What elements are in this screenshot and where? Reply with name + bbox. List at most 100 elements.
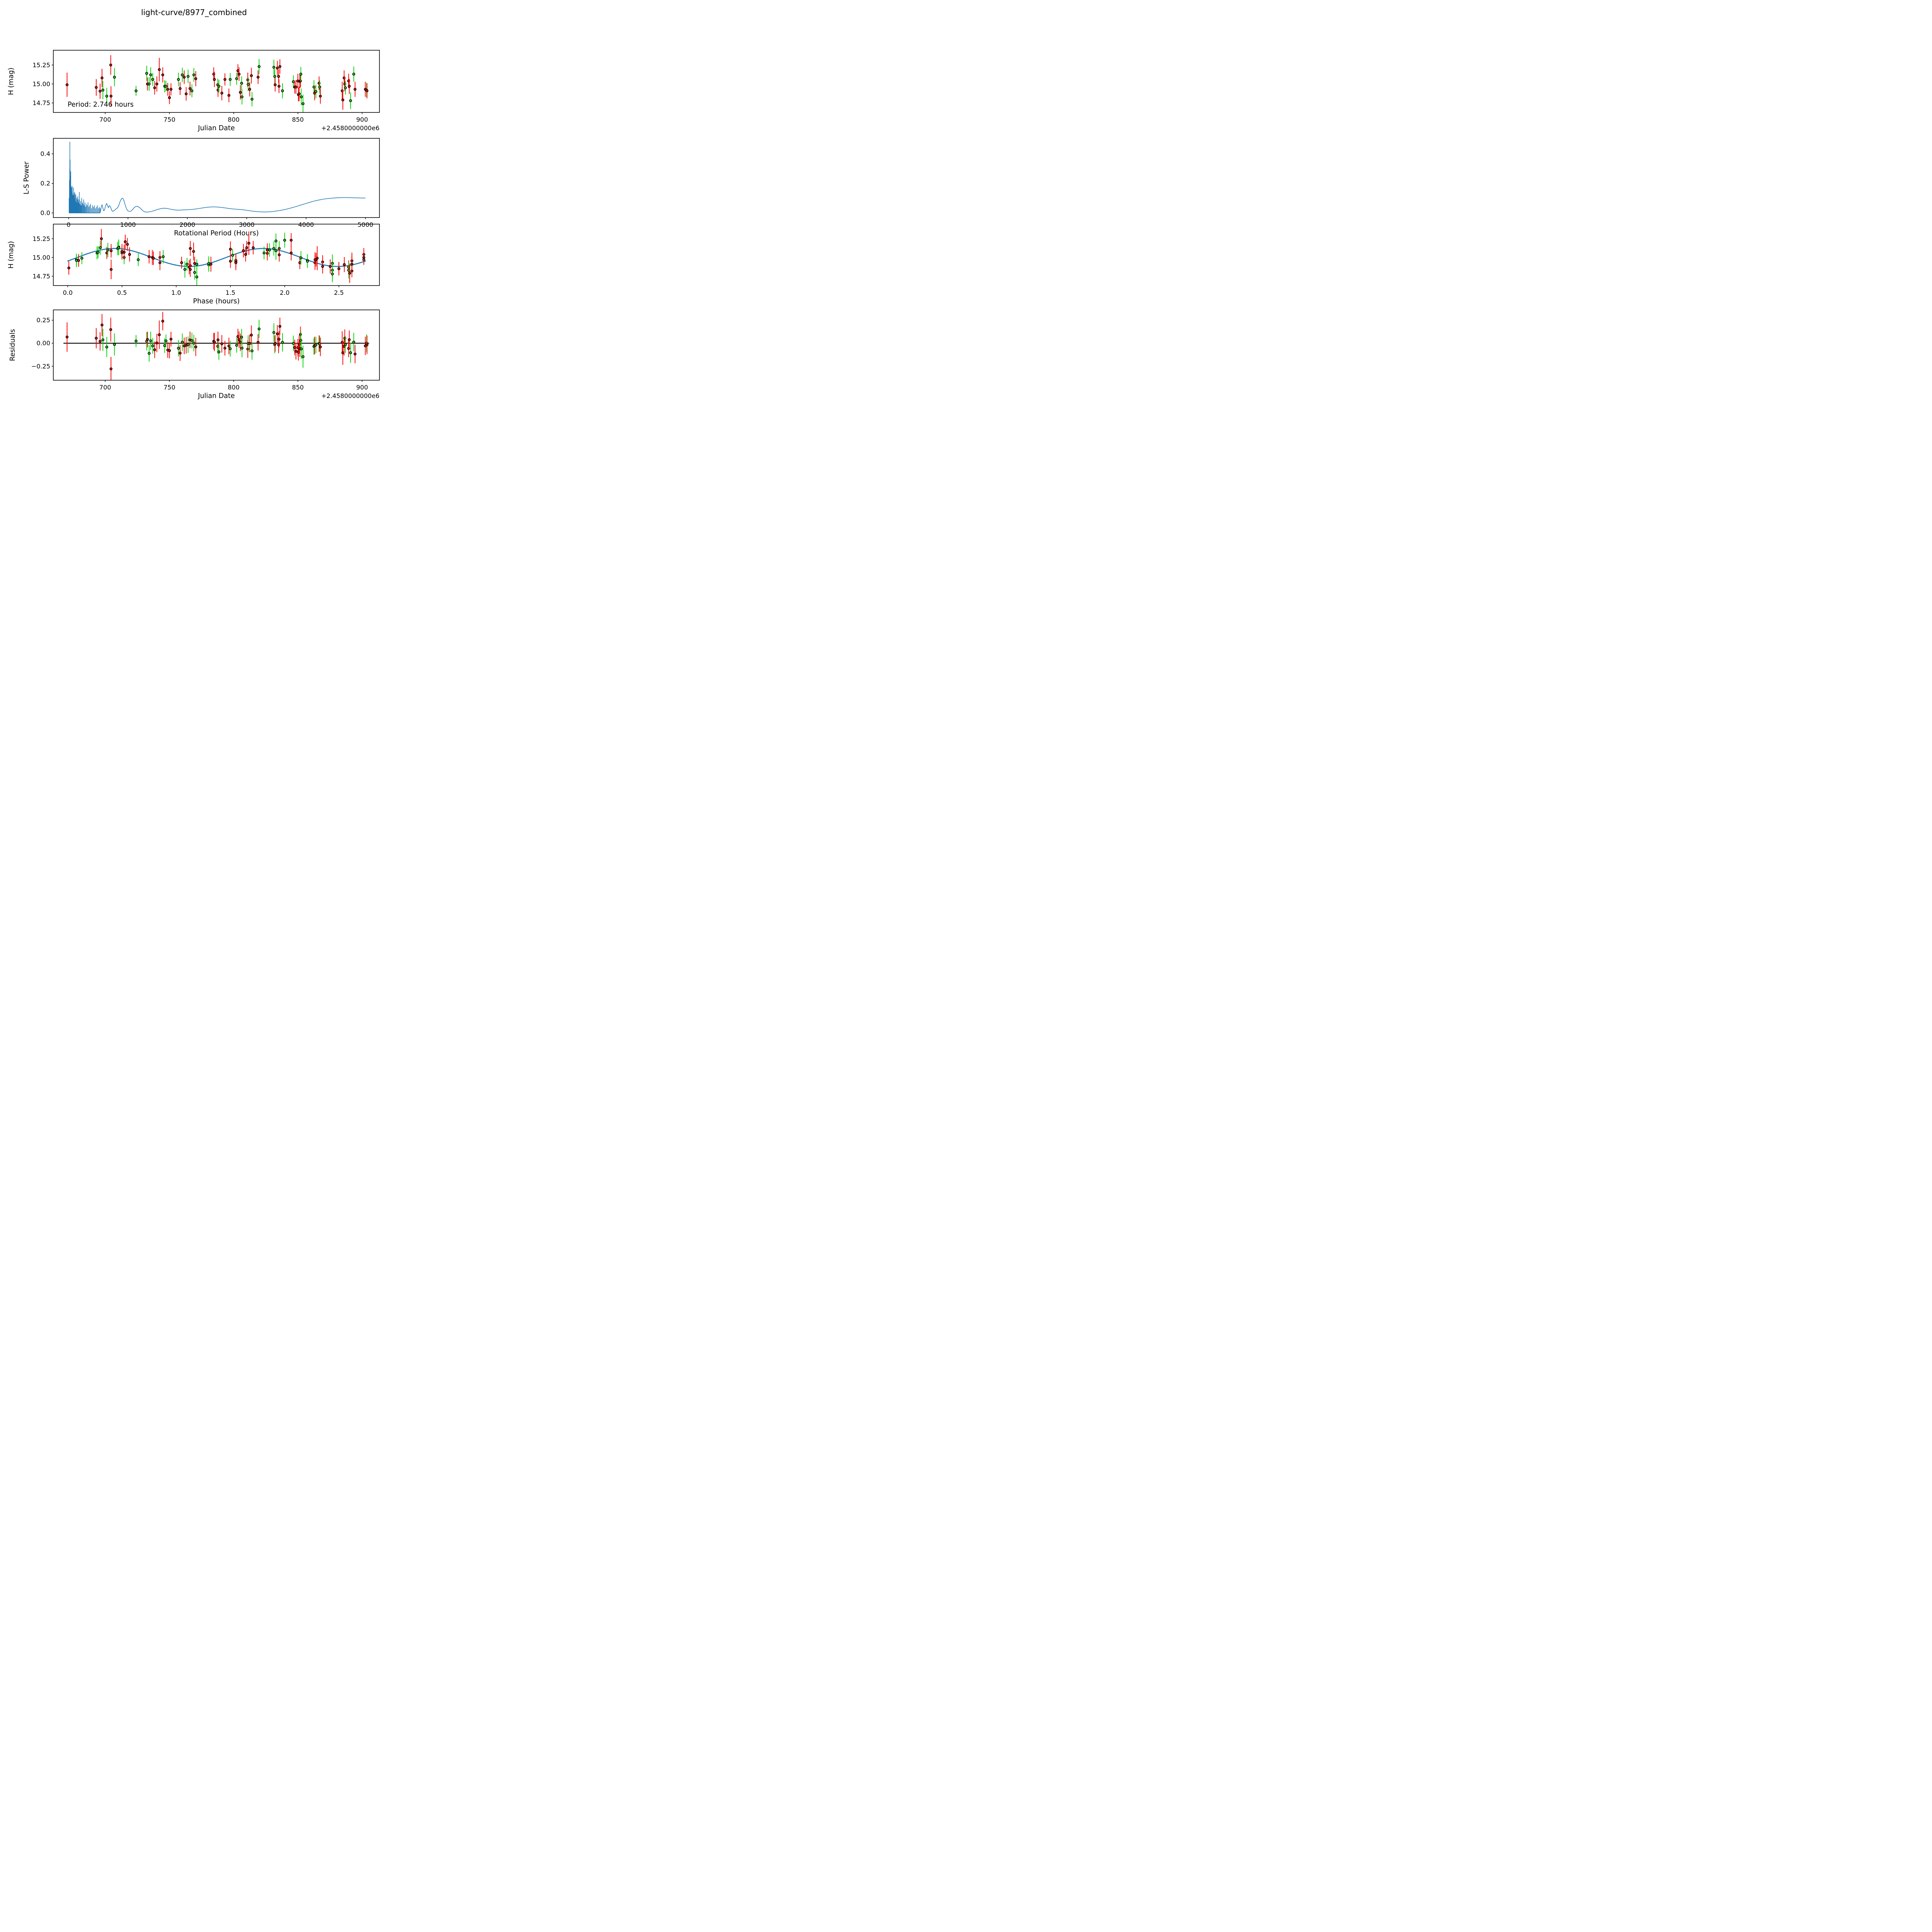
data-point-red xyxy=(213,78,216,81)
y-tick-label: 14.75 xyxy=(32,272,50,280)
data-point-red xyxy=(321,265,324,268)
data-point-green xyxy=(163,344,166,347)
data-point-red xyxy=(248,342,251,345)
data-point-green xyxy=(101,338,105,342)
x-axis-offset-label: +2.4580000000e6 xyxy=(321,392,380,400)
data-point-red xyxy=(277,253,281,257)
data-point-green xyxy=(134,339,138,343)
data-point-red xyxy=(237,73,241,76)
x-tick-label: 900 xyxy=(356,116,368,123)
data-point-green xyxy=(349,99,352,102)
y-tick-label: 15.00 xyxy=(32,254,50,261)
y-tick-label: 0.0 xyxy=(41,209,50,217)
data-point-green xyxy=(292,342,295,345)
data-point-green xyxy=(101,88,105,92)
data-point-red xyxy=(229,260,232,263)
data-point-red xyxy=(266,248,269,252)
data-point-green xyxy=(250,97,253,101)
data-point-red xyxy=(294,350,298,353)
periodogram-curve xyxy=(69,141,366,213)
data-point-green xyxy=(148,82,151,86)
data-point-red xyxy=(185,92,188,95)
data-point-green xyxy=(177,347,180,350)
data-point-red xyxy=(257,341,260,344)
data-point-green xyxy=(105,345,108,349)
data-point-red xyxy=(294,85,298,88)
data-point-green xyxy=(177,78,180,81)
data-point-red xyxy=(158,261,162,264)
data-point-green xyxy=(257,65,261,68)
data-point-green xyxy=(151,78,154,81)
data-point-red xyxy=(257,76,260,79)
data-point-green xyxy=(299,95,303,99)
data-point-green xyxy=(106,248,109,252)
data-point-red xyxy=(276,66,279,70)
data-point-red xyxy=(95,337,98,340)
x-tick-label: 850 xyxy=(292,116,304,123)
data-point-red xyxy=(236,335,240,338)
data-point-red xyxy=(366,89,369,92)
data-point-red xyxy=(289,238,293,242)
data-point-green xyxy=(149,339,152,342)
x-tick-label: 850 xyxy=(292,384,304,391)
data-point-red xyxy=(189,268,192,271)
data-point-green xyxy=(272,247,276,250)
data-point-red xyxy=(354,88,357,91)
data-point-red xyxy=(120,250,124,253)
y-axis-label-periodogram: L-S Power xyxy=(23,161,31,194)
data-point-green xyxy=(352,340,355,344)
y-tick-label: 0.2 xyxy=(41,180,50,187)
data-point-red xyxy=(161,320,164,323)
y-axis-label-jd-mag: H (mag) xyxy=(7,68,15,95)
data-point-red xyxy=(99,90,102,93)
axes-spines-residuals xyxy=(53,310,380,381)
x-tick-label: 2.5 xyxy=(334,289,344,296)
x-tick-label: 4000 xyxy=(298,221,314,228)
data-point-red xyxy=(313,258,316,261)
x-tick-label: 750 xyxy=(163,384,175,391)
data-point-red xyxy=(278,65,282,68)
data-point-green xyxy=(344,86,347,89)
data-point-red xyxy=(236,69,240,72)
data-point-red xyxy=(179,87,182,90)
data-point-green xyxy=(235,344,238,347)
data-point-green xyxy=(274,239,277,243)
data-point-red xyxy=(161,73,164,77)
data-point-red xyxy=(277,338,281,341)
x-tick-label: 0 xyxy=(67,221,71,228)
y-axis-label-residuals: Residuals xyxy=(9,329,17,361)
data-point-green xyxy=(314,90,318,93)
data-point-green xyxy=(283,238,286,242)
data-point-green xyxy=(301,102,304,105)
figure: light-curve/8977_combined Period: 2.746 … xyxy=(0,0,417,417)
data-point-red xyxy=(67,266,70,270)
data-point-green xyxy=(240,95,244,99)
data-point-green xyxy=(162,255,165,259)
data-point-green xyxy=(80,257,83,260)
data-point-green xyxy=(229,347,232,350)
data-point-red xyxy=(227,344,231,348)
data-point-green xyxy=(134,89,138,92)
data-point-red xyxy=(109,268,113,271)
y-tick-label: −0.25 xyxy=(31,362,50,370)
panel-content-periodogram xyxy=(69,141,366,213)
data-point-red xyxy=(109,328,112,331)
data-point-red xyxy=(343,263,346,266)
data-point-red xyxy=(109,63,112,66)
data-point-green xyxy=(113,76,116,79)
x-tick-label: 0.5 xyxy=(117,289,127,296)
data-point-green xyxy=(148,352,151,355)
x-tick-label: 800 xyxy=(228,384,240,391)
data-point-red xyxy=(234,261,238,264)
axes-spines-phase-mag xyxy=(53,224,380,286)
x-tick-label: 1.5 xyxy=(226,289,235,296)
x-axis-label-periodogram: Rotational Period (Hours) xyxy=(174,230,259,237)
data-point-red xyxy=(109,367,112,371)
data-point-green xyxy=(164,85,168,88)
data-point-green xyxy=(262,251,266,255)
data-point-red xyxy=(213,340,216,344)
x-tick-label: 5000 xyxy=(357,221,373,228)
data-point-red xyxy=(169,337,173,341)
data-point-red xyxy=(188,87,192,90)
data-point-green xyxy=(137,258,140,261)
